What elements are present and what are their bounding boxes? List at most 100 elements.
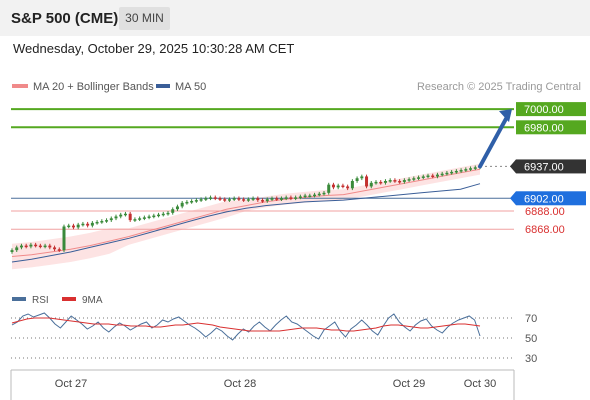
candle-body-83: [402, 180, 406, 182]
price-level-tag-3: [516, 191, 586, 206]
rsi-tick-label-2: 30: [525, 353, 537, 365]
candle-body-36: [180, 202, 184, 207]
candle-body-85: [412, 178, 416, 180]
candle-body-15: [81, 223, 85, 226]
candle-body-5: [34, 244, 38, 247]
x-tick-label-3: Oct 30: [464, 378, 496, 390]
candle-body-68: [331, 184, 335, 188]
candle-body-34: [171, 209, 175, 213]
candle-body-24: [123, 213, 127, 216]
candle-body-1: [15, 247, 19, 251]
price-level-label-3: 6902.00: [524, 193, 564, 205]
candle-body-14: [76, 224, 80, 228]
candle-body-20: [105, 220, 109, 222]
rsi-legend-swatch: [12, 297, 26, 301]
candle-body-72: [350, 180, 354, 189]
candle-body-43: [213, 197, 217, 199]
candle-body-58: [284, 197, 288, 199]
candle-body-23: [119, 214, 123, 217]
candle-body-94: [454, 170, 458, 173]
candle-body-71: [346, 186, 350, 189]
ma50-legend-label: MA 50: [175, 81, 206, 93]
candle-body-19: [100, 221, 104, 223]
candle-body-51: [251, 198, 255, 200]
candle-body-95: [459, 170, 463, 172]
candle-body-44: [218, 198, 222, 200]
price-level-tag-pointer-3: [510, 191, 516, 206]
candle-body-8: [48, 245, 52, 248]
price-level-label-5: 6868.00: [525, 224, 565, 236]
candle-body-49: [242, 199, 246, 201]
candle-body-0: [10, 250, 14, 252]
candles: [10, 164, 482, 254]
candle-body-64: [313, 194, 317, 197]
candle-body-13: [71, 225, 75, 228]
candle-body-78: [379, 181, 383, 184]
rsi-tick-label-1: 50: [525, 333, 537, 345]
candle-body-3: [24, 245, 28, 248]
chart-datetime: Wednesday, October 29, 2025 10:30:28 AM …: [13, 41, 295, 56]
candle-body-42: [209, 197, 213, 199]
candle-body-29: [147, 216, 151, 218]
price-level-label-2: 6937.00: [524, 161, 564, 173]
candle-body-38: [190, 201, 194, 203]
rsi-ma9-line: [11, 317, 481, 332]
candle-body-92: [445, 172, 449, 175]
candle-body-73: [355, 178, 359, 181]
candle-body-76: [369, 182, 373, 187]
candle-body-97: [469, 168, 473, 170]
x-axis-labels: Oct 27 Oct 28 Oct 29 Oct 30: [55, 378, 496, 390]
candle-body-55: [270, 198, 274, 200]
candle-body-89: [431, 175, 435, 178]
chart-header-bar: S&P 500 (CME) 30 MIN: [0, 0, 590, 36]
candle-body-12: [67, 225, 71, 228]
candle-body-61: [298, 196, 302, 198]
candle-body-16: [86, 223, 90, 226]
candle-body-82: [398, 180, 402, 183]
candle-body-47: [232, 198, 236, 200]
instrument-title: S&P 500 (CME): [11, 10, 119, 27]
candle-body-10: [57, 249, 61, 251]
candle-body-31: [157, 214, 161, 217]
candle-body-77: [374, 181, 378, 184]
candle-body-88: [426, 175, 430, 178]
candle-body-41: [204, 198, 208, 200]
x-tick-label-1: Oct 28: [224, 378, 256, 390]
candle-body-6: [38, 245, 42, 248]
timeframe-button[interactable]: 30 MIN: [119, 7, 170, 30]
candle-body-81: [393, 180, 397, 182]
price-level-label-4: 6888.00: [525, 206, 565, 218]
candle-body-53: [261, 200, 265, 202]
price-level-label-1: 6980.00: [524, 122, 564, 134]
candle-body-84: [407, 179, 411, 181]
candle-body-96: [464, 169, 468, 171]
candle-body-22: [114, 216, 118, 219]
candle-body-48: [237, 198, 241, 200]
candle-body-60: [294, 197, 298, 199]
candle-body-54: [265, 199, 269, 202]
price-level-tag-1: [516, 120, 586, 135]
candle-body-26: [133, 219, 137, 221]
candle-body-87: [421, 176, 425, 178]
candle-body-18: [95, 221, 99, 224]
candle-body-25: [128, 213, 132, 221]
candle-body-93: [450, 171, 454, 174]
candle-body-45: [223, 199, 227, 201]
rsi-tick-label-0: 70: [525, 313, 537, 325]
x-tick-label-0: Oct 27: [55, 378, 87, 390]
candle-body-2: [19, 245, 23, 248]
rsi-plot: 70 50 30: [11, 312, 537, 365]
candle-body-56: [275, 198, 279, 200]
price-level-tag-pointer-2: [510, 159, 516, 174]
bollinger-band: [12, 163, 480, 270]
forecast-arrow-shaft: [478, 113, 510, 169]
candle-body-33: [166, 212, 170, 215]
candle-body-11: [62, 226, 66, 251]
candle-body-17: [90, 222, 94, 226]
candle-body-70: [341, 185, 345, 188]
price-level-tag-0: [516, 102, 586, 117]
candle-body-69: [336, 185, 340, 188]
candle-body-59: [289, 197, 293, 199]
candle-body-63: [308, 195, 312, 198]
